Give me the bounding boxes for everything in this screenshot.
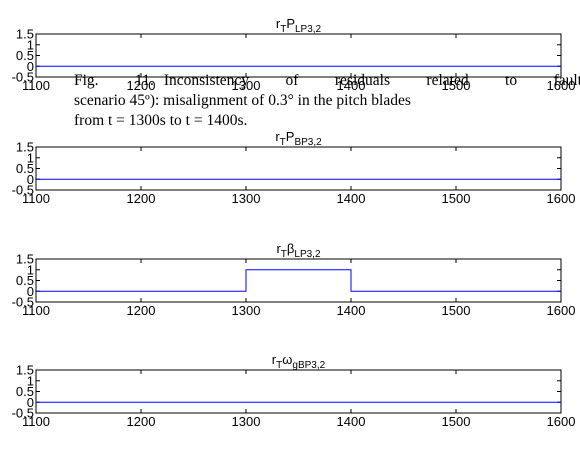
x-tick-label: 1100 xyxy=(22,191,50,206)
x-tick-label: 1600 xyxy=(547,78,576,93)
residual-series-line xyxy=(36,269,561,292)
x-tick-label: 1300 xyxy=(232,303,261,318)
y-tick-label: -0.5 xyxy=(12,295,34,310)
y-tick-label: 0.5 xyxy=(16,273,34,288)
subplot-4: rTωgBP3,2 1100 1200 1300 1400 1500 1600 -0.500.… xyxy=(12,352,576,429)
caption-text-1: Inconsistency of residuals related to fa… xyxy=(163,72,580,89)
x-tick-label: 1500 xyxy=(442,191,471,206)
axes-box xyxy=(35,369,562,414)
y-tick-label: 1.5 xyxy=(16,140,34,155)
axes-box xyxy=(35,146,562,191)
x-tick-label: 1500 xyxy=(442,78,471,93)
x-tick-label: 1100 xyxy=(22,303,50,318)
subplot-title: rTPLP3,2 xyxy=(276,16,322,35)
figure-caption: Fig. 11. Inconsistency of residuals relat… xyxy=(74,71,580,131)
y-tick-label: 1.5 xyxy=(16,363,34,378)
title-subscript: BP3,2 xyxy=(294,137,322,148)
title-symbol: r xyxy=(275,129,280,144)
caption-line-2: scenario 45º): misalignment of 0.3° in t… xyxy=(74,92,411,109)
y-tick-label: 1 xyxy=(27,150,34,165)
y-tick-label: -0.5 xyxy=(12,183,34,198)
x-tick-label: 1400 xyxy=(337,414,366,429)
subplot-title: rTωgBP3,2 xyxy=(272,352,326,371)
y-tick-label: 0.5 xyxy=(16,48,34,63)
title-symbol: r xyxy=(272,352,277,367)
x-tick-label: 1200 xyxy=(127,303,156,318)
y-tick-label: -0.5 xyxy=(12,70,34,85)
y-tick-label: 0 xyxy=(27,172,34,187)
y-tick-label: -0.5 xyxy=(12,406,34,421)
subplot-title: rTβLP3,2 xyxy=(276,241,321,260)
y-tick-label: 1 xyxy=(27,373,34,388)
title-subscript: T xyxy=(281,249,287,260)
x-tick-label: 1200 xyxy=(127,191,156,206)
y-tick-label: 0 xyxy=(27,284,34,299)
caption-line-3: from t = 1300s to t = 1400s. xyxy=(74,112,248,129)
x-tick-label: 1100 xyxy=(22,78,50,93)
x-tick-label: 1600 xyxy=(547,303,576,318)
subplot-2: rTPBP3,2 1100 1200 1300 1400 1500 1600 -0.500.5… xyxy=(12,129,576,206)
y-tick-label: 0 xyxy=(27,395,34,410)
x-tick-label: 1400 xyxy=(337,191,366,206)
x-tick-label: 1100 xyxy=(22,414,50,429)
y-tick-label: 1 xyxy=(27,37,34,52)
title-subscript: T xyxy=(280,24,286,35)
caption-line-1: Fig. 11. Inconsistency of residuals relat… xyxy=(74,71,580,91)
title-symbol: r xyxy=(276,16,281,31)
x-tick-label: 1500 xyxy=(442,414,471,429)
caption-label: Fig. 11. xyxy=(74,72,154,89)
title-subscript: T xyxy=(280,137,286,148)
x-tick-label: 1400 xyxy=(337,78,366,93)
x-tick-label: 1600 xyxy=(547,191,576,206)
axes-box xyxy=(35,258,562,303)
title-symbol: ω xyxy=(282,352,292,367)
title-symbol: P xyxy=(286,16,295,31)
title-subscript: T xyxy=(276,360,282,371)
x-tick-label: 1300 xyxy=(232,78,261,93)
y-tick-label: 1.5 xyxy=(16,27,34,42)
x-tick-label: 1200 xyxy=(127,78,156,93)
y-tick-label: 0.5 xyxy=(16,161,34,176)
x-tick-label: 1300 xyxy=(232,414,261,429)
x-tick-label: 1200 xyxy=(127,414,156,429)
subplot-title: rTPBP3,2 xyxy=(275,129,322,148)
y-tick-label: 0 xyxy=(27,59,34,74)
x-tick-label: 1500 xyxy=(442,303,471,318)
x-tick-label: 1600 xyxy=(547,414,576,429)
subplot-1: rTPLP3,2 1100 1200 1300 1400 1500 1600 -0.500.5… xyxy=(12,16,576,93)
x-tick-label: 1300 xyxy=(232,191,261,206)
title-subscript: gBP3,2 xyxy=(292,360,325,371)
title-symbol: β xyxy=(287,241,294,256)
title-subscript: LP3,2 xyxy=(295,24,322,35)
subplot-3: rTβLP3,2 1100 1200 1300 1400 1500 1600 -0.500.5… xyxy=(12,241,576,318)
y-tick-label: 1 xyxy=(27,262,34,277)
y-tick-label: 0.5 xyxy=(16,384,34,399)
title-symbol: r xyxy=(276,241,281,256)
title-symbol: P xyxy=(286,129,295,144)
y-tick-label: 1.5 xyxy=(16,252,34,267)
title-subscript: LP3,2 xyxy=(294,249,321,260)
x-tick-label: 1400 xyxy=(337,303,366,318)
